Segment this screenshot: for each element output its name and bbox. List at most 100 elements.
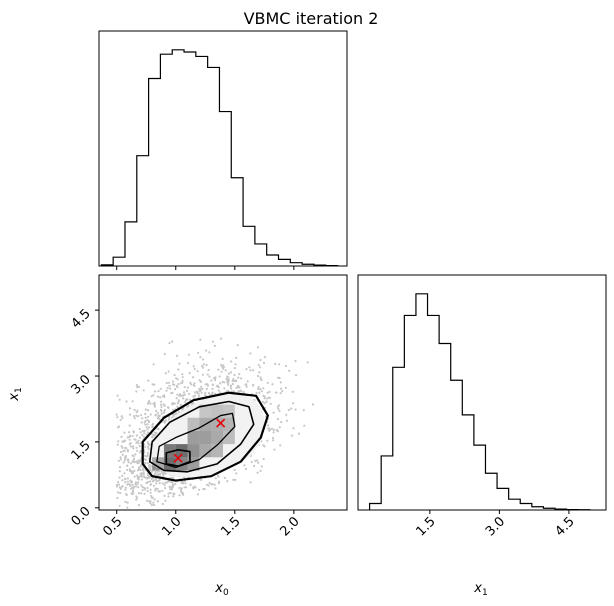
joint-scatter-point: [238, 373, 241, 376]
joint-scatter-point: [144, 458, 147, 461]
joint-scatter-point: [196, 370, 199, 373]
joint-scatter-point: [125, 493, 128, 496]
joint-scatter-point: [222, 367, 225, 370]
joint-scatter-point: [256, 459, 259, 462]
joint-scatter-point: [172, 402, 175, 405]
joint-scatter-point: [165, 389, 168, 392]
joint-scatter-point: [203, 393, 206, 396]
joint-scatter-point: [294, 408, 297, 411]
joint-scatter-point: [188, 372, 191, 375]
joint-scatter-point: [185, 398, 188, 401]
joint-scatter-point: [128, 443, 131, 446]
joint-scatter-point: [163, 471, 166, 475]
joint-scatter-point: [126, 436, 129, 439]
joint-scatter-point: [137, 504, 140, 507]
joint-scatter-point: [132, 445, 135, 448]
histogram-x1-tick-label-3: 4.5: [553, 514, 578, 539]
joint-scatter-point: [167, 370, 170, 373]
joint-scatter-point: [233, 380, 236, 383]
joint-scatter-point: [161, 502, 164, 506]
joint-scatter-point: [161, 471, 164, 474]
joint-scatter-point: [211, 483, 214, 486]
joint-scatter-point: [245, 385, 248, 388]
joint-scatter-point: [201, 358, 205, 361]
joint-scatter-point: [225, 378, 228, 381]
joint-scatter-point: [199, 356, 202, 359]
joint-scatter-point: [245, 368, 248, 371]
joint-scatter-point: [154, 470, 157, 474]
joint-scatter-point: [259, 469, 262, 472]
joint-scatter-point: [167, 495, 170, 498]
joint-scatter-point: [135, 441, 138, 444]
joint-scatter-point: [151, 425, 154, 429]
joint-scatter-point: [139, 431, 142, 434]
joint-scatter-point: [231, 382, 234, 386]
joint-scatter-point: [271, 436, 275, 440]
joint-scatter-point: [126, 450, 129, 453]
joint-scatter-point: [154, 489, 157, 492]
joint-scatter-point: [207, 368, 210, 372]
joint-scatter-point: [140, 484, 143, 487]
joint-scatter-point: [278, 404, 281, 407]
histogram-x0-steps: [100, 49, 339, 267]
joint-scatter-point: [156, 470, 159, 473]
joint-scatter-point: [131, 454, 134, 457]
joint-scatter-point: [131, 472, 134, 475]
joint-scatter-point: [140, 478, 144, 481]
joint-scatter-point: [220, 363, 223, 367]
joint-scatter-point: [148, 400, 151, 403]
joint-scatter-point: [171, 380, 175, 383]
joint-scatter-point: [151, 433, 154, 436]
joint-scatter-point: [198, 389, 201, 392]
joint-scatter-point: [147, 443, 151, 446]
joint-scatter-point: [140, 421, 143, 424]
joint-scatter-point: [115, 485, 119, 488]
joint-scatter-point: [188, 398, 192, 401]
joint-scatter-point: [188, 392, 191, 395]
joint-scatter-point: [221, 357, 224, 360]
joint-scatter-point: [223, 476, 226, 480]
joint-scatter-point: [233, 468, 236, 472]
joint-scatter-point: [152, 479, 155, 482]
joint-density-cell: [211, 417, 223, 431]
joint-scatter-point: [127, 461, 130, 464]
joint-scatter-point: [117, 426, 120, 429]
joint-scatter-point: [144, 420, 147, 423]
joint-scatter-point: [143, 429, 146, 432]
joint-scatter-point: [139, 449, 142, 453]
joint-scatter-point: [280, 421, 283, 424]
joint-scatter-point: [254, 459, 257, 462]
joint-scatter-point: [131, 465, 134, 469]
joint-scatter-point: [181, 381, 184, 384]
joint-contour-core: [165, 449, 191, 467]
joint-scatter-point: [143, 492, 146, 495]
joint-scatter-point: [146, 441, 149, 444]
joint-scatter-point: [162, 475, 165, 478]
joint-scatter-point: [146, 409, 150, 412]
joint-scatter-point: [121, 440, 124, 443]
joint-marker-1: [216, 418, 226, 428]
joint-scatter-point: [135, 390, 138, 393]
joint-scatter-point: [222, 364, 225, 367]
joint-scatter-point: [196, 391, 199, 395]
joint-scatter-point: [147, 442, 150, 445]
joint-scatter-point: [139, 475, 142, 478]
joint-scatter-point: [138, 427, 141, 431]
joint-scatter-point: [152, 468, 155, 471]
joint-scatter-point: [151, 383, 154, 386]
joint-scatter-point: [122, 461, 125, 464]
joint-scatter-point: [156, 395, 159, 398]
joint-scatter-point: [131, 492, 134, 496]
joint-scatter-point: [158, 418, 161, 421]
joint-scatter-point: [131, 490, 134, 493]
joint-scatter-point: [173, 402, 176, 405]
joint-scatter-point: [217, 386, 220, 389]
joint-scatter-point: [152, 501, 155, 504]
joint-scatter-point: [118, 476, 121, 479]
joint-scatter-point: [291, 434, 294, 437]
joint-scatter-point: [200, 391, 203, 394]
joint-scatter-point: [123, 440, 126, 443]
joint-scatter-point: [204, 349, 208, 352]
joint-scatter-point: [170, 480, 173, 483]
joint-scatter-point: [175, 412, 178, 415]
